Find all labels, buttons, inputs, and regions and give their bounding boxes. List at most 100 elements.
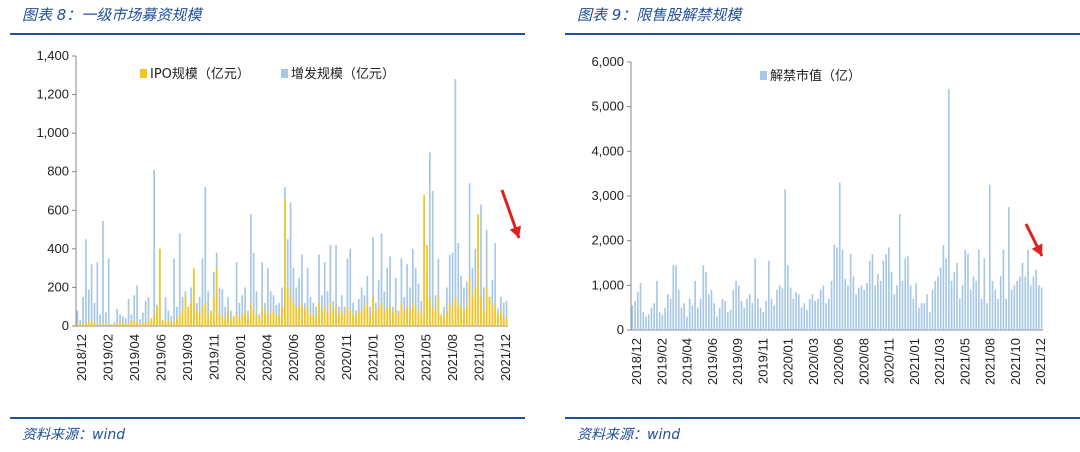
left-bar [465,281,468,326]
left-bar [144,300,147,326]
left-bar [187,306,190,326]
left-x-tick-label: 2019/02 [101,334,116,381]
left-bar [292,302,295,326]
left-bar [346,306,349,326]
right-arrow-head [1031,243,1043,256]
left-bar [423,194,426,326]
right-bar [961,285,964,330]
left-bar [230,320,232,326]
right-bar [746,298,748,330]
right-bar [781,287,784,330]
left-bar [272,310,275,326]
left-bar [454,297,457,326]
right-title-rule [565,33,1080,35]
right-bar [980,298,983,330]
left-x-tick-label: 2019/09 [180,334,195,381]
right-bar [991,280,994,330]
left-bar [167,310,170,326]
right-bar [667,294,669,330]
left-bar [380,302,383,326]
left-bar [116,308,119,326]
left-bar [133,295,136,326]
left-bar [261,262,264,326]
left-bar [85,323,87,326]
left-bar [238,302,241,326]
left-bar [349,310,352,326]
left-bar [161,320,164,326]
left-bar [218,287,221,326]
left-bar [343,314,346,326]
left-bar [306,306,309,326]
left-x-tick-label: 2019/11 [207,334,222,380]
left-y-tick-label: 800 [47,164,69,179]
left-bar [113,324,116,326]
left-bar [201,306,204,326]
left-bar [500,310,502,326]
right-bar [735,280,737,330]
left-bar [303,310,306,326]
left-bar [502,302,505,326]
left-bar [309,314,312,326]
right-bar [994,289,997,330]
left-bar [284,198,286,326]
left-bar [437,297,440,326]
left-bar [122,316,124,326]
left-bar [99,314,102,326]
left-bar [235,314,238,326]
right-bar [675,265,677,330]
left-bar [218,314,221,326]
left-bar [241,314,244,326]
right-bar [1027,249,1029,330]
right-bar [844,278,847,330]
left-bar [494,306,497,326]
left-bar [139,319,141,326]
right-bar [645,316,647,330]
left-bar [414,306,417,326]
right-bar [694,280,696,330]
right-bar [691,305,694,330]
right-x-tick-label: 2019/09 [730,338,745,385]
right-bar [819,289,822,330]
left-title-rule [10,33,525,35]
right-bar [634,300,636,330]
left-bar [164,297,167,326]
left-bar [431,306,434,326]
left-x-tick-label: 2021/08 [445,334,460,381]
right-legend-swatch [760,71,767,80]
right-bar [879,280,882,330]
right-bar [885,254,887,330]
left-x-tick-label: 2018/12 [74,334,89,381]
right-bar [661,314,664,330]
left-bar [386,306,389,326]
right-bar [776,289,778,330]
left-bar [130,320,133,326]
right-bar [650,307,653,330]
right-bar [1013,285,1016,330]
left-bar [397,314,400,326]
right-bar [855,294,857,330]
left-bar [448,302,451,326]
left-bar [275,314,278,326]
right-bar [1018,276,1021,330]
right-bar [893,294,896,330]
right-bar [1024,276,1027,330]
left-bar [471,268,474,326]
left-bar [448,254,451,326]
left-bar [119,323,121,326]
right-x-tick-label: 2021/05 [957,338,972,385]
right-bar [1038,285,1040,330]
right-bar [740,300,743,330]
left-bar [79,325,82,326]
right-x-tick-label: 2019/04 [680,338,695,385]
right-bar [1010,289,1013,330]
left-bar [204,187,207,326]
right-bar [737,285,740,330]
right-bar [705,271,707,330]
right-bar [724,300,726,330]
right-bar [901,280,904,330]
left-bar [178,233,181,326]
left-bar [335,245,337,326]
left-bar [374,310,377,326]
left-bar [298,277,300,326]
right-bar [969,289,972,330]
